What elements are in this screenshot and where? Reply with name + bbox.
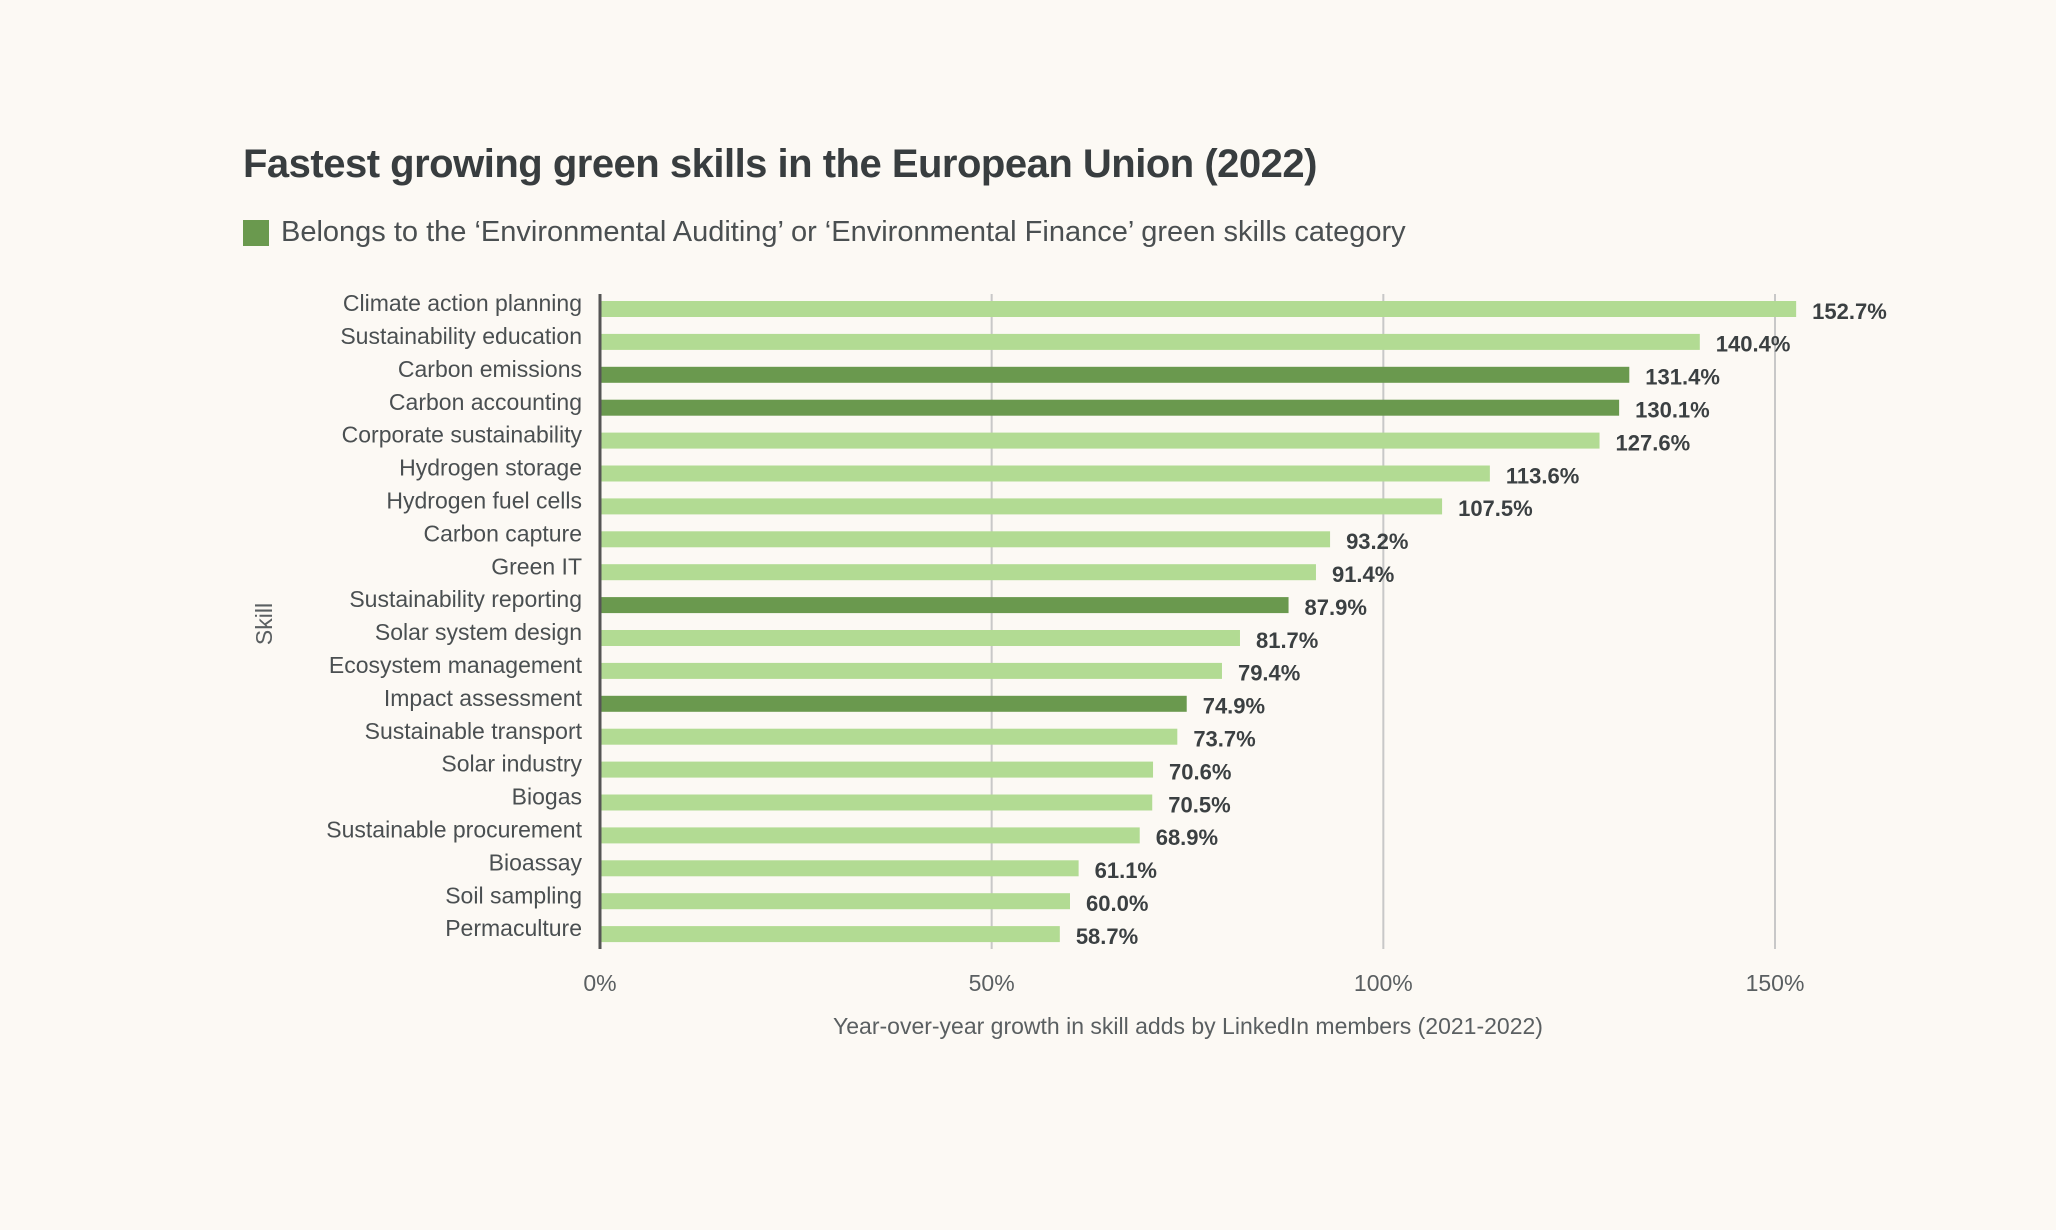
bar	[600, 301, 1797, 317]
category-label: Sustainable procurement	[326, 816, 582, 842]
value-label: 91.4%	[1332, 562, 1394, 587]
category-label: Bioassay	[489, 849, 583, 875]
category-label: Green IT	[491, 553, 582, 579]
value-label: 93.2%	[1346, 529, 1408, 554]
bar	[600, 333, 1700, 350]
category-label: Solar industry	[441, 751, 582, 777]
value-label: 73.7%	[1193, 727, 1255, 752]
x-tick-label: 100%	[1354, 970, 1413, 996]
category-label: Sustainability reporting	[349, 586, 582, 612]
bar	[600, 597, 1289, 614]
value-label: 107.5%	[1458, 496, 1533, 521]
value-label: 131.4%	[1645, 365, 1720, 390]
value-label: 127.6%	[1616, 430, 1691, 455]
category-label: Soil sampling	[445, 882, 582, 908]
category-label: Hydrogen fuel cells	[386, 487, 582, 513]
value-label: 81.7%	[1256, 628, 1318, 653]
category-label: Sustainable transport	[365, 718, 583, 744]
bar	[600, 366, 1630, 383]
category-label: Carbon accounting	[389, 389, 582, 415]
x-tick-label: 50%	[969, 970, 1015, 996]
value-label: 70.5%	[1168, 792, 1230, 817]
category-label: Biogas	[512, 784, 582, 810]
category-label: Carbon emissions	[398, 356, 582, 382]
value-label: 140.4%	[1716, 332, 1791, 357]
category-label: Solar system design	[375, 619, 582, 645]
bar	[600, 432, 1600, 449]
category-label: Impact assessment	[384, 685, 583, 711]
category-label: Sustainability education	[340, 323, 582, 349]
x-tick-label: 0%	[583, 970, 616, 996]
chart-title: Fastest growing green skills in the Euro…	[243, 142, 1317, 186]
bar	[600, 893, 1070, 910]
x-tick-label: 150%	[1746, 970, 1805, 996]
category-label: Climate action planning	[343, 290, 582, 316]
legend-label: Belongs to the ‘Environmental Auditing’ …	[281, 216, 1406, 248]
value-label: 130.1%	[1635, 398, 1710, 423]
value-label: 113.6%	[1506, 463, 1579, 488]
bar	[600, 531, 1331, 548]
bar	[600, 564, 1316, 581]
value-label: 74.9%	[1203, 694, 1265, 719]
legend: Belongs to the ‘Environmental Auditing’ …	[243, 216, 1406, 249]
bar	[600, 662, 1222, 679]
value-label: 58.7%	[1076, 924, 1138, 949]
bar	[600, 860, 1079, 877]
bar	[600, 761, 1154, 778]
bar	[600, 630, 1240, 646]
legend-swatch	[243, 219, 269, 246]
value-label: 61.1%	[1095, 858, 1157, 883]
category-label: Permaculture	[445, 915, 582, 941]
bar	[600, 926, 1060, 943]
value-label: 70.6%	[1169, 759, 1231, 784]
bar	[600, 399, 1620, 416]
value-label: 60.0%	[1086, 891, 1148, 916]
value-label: 68.9%	[1156, 825, 1218, 850]
category-label: Hydrogen storage	[399, 455, 582, 481]
value-label: 152.7%	[1812, 299, 1887, 324]
category-label: Ecosystem management	[329, 652, 583, 678]
bar	[600, 728, 1178, 745]
y-axis-title: Skill	[251, 603, 277, 645]
bar	[600, 794, 1153, 811]
value-label: 79.4%	[1238, 661, 1300, 686]
bar	[600, 695, 1187, 712]
x-axis-title: Year-over-year growth in skill adds by L…	[833, 1013, 1543, 1039]
bar	[600, 465, 1490, 482]
category-label: Carbon capture	[423, 520, 582, 546]
category-label: Corporate sustainability	[342, 422, 583, 448]
bar	[600, 827, 1140, 844]
bar	[600, 498, 1443, 515]
value-label: 87.9%	[1305, 595, 1367, 620]
